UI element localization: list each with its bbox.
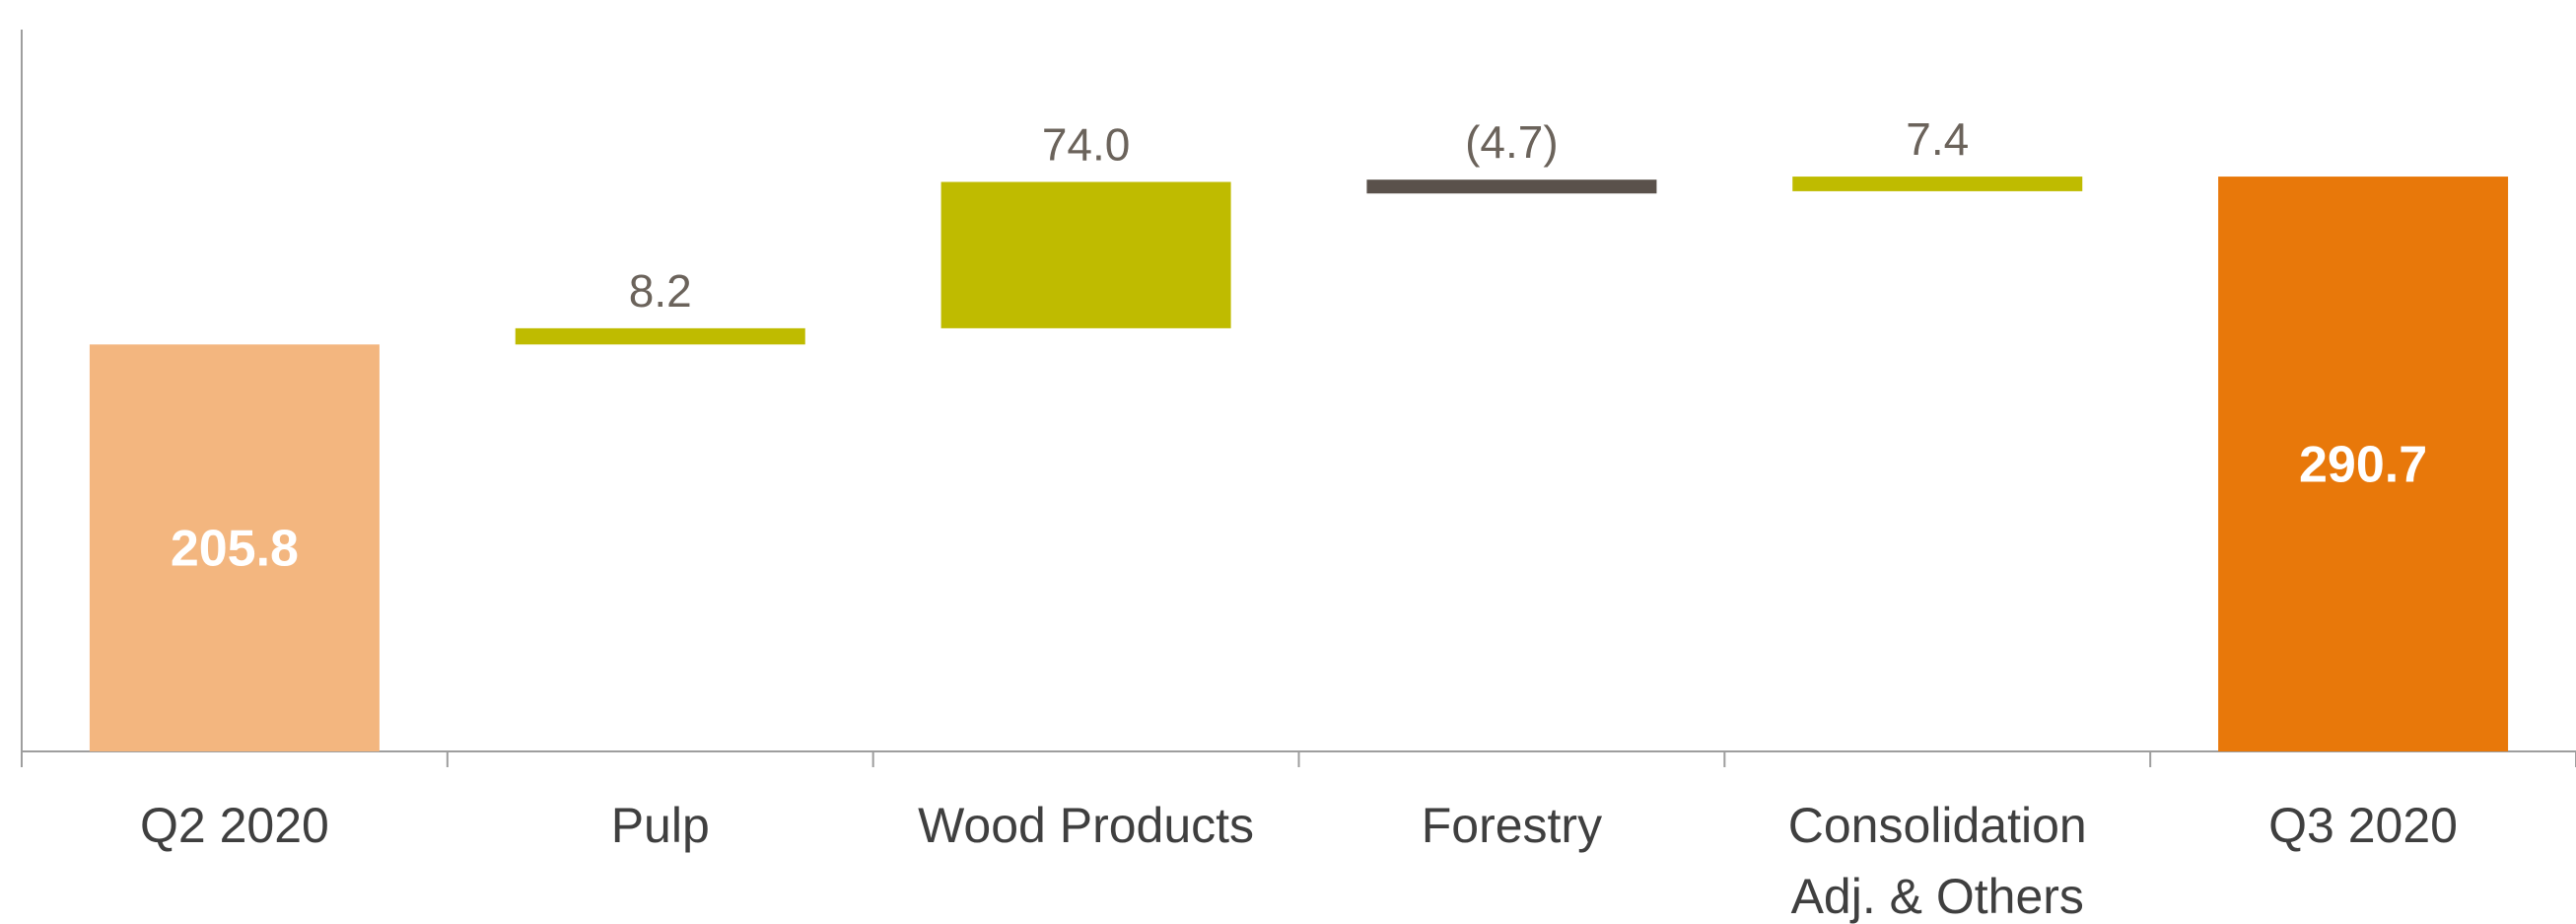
bar-4 <box>1792 177 2083 191</box>
bar-0 <box>89 344 380 751</box>
category-label-2: Wood Products <box>918 798 1254 853</box>
bar-1 <box>515 327 805 345</box>
category-label-4-line-1: Adj. & Others <box>1791 869 2084 924</box>
category-label-4-line-0: Consolidation <box>1788 798 2087 853</box>
value-label-4: 7.4 <box>1906 113 1969 165</box>
x-axis-ticks <box>21 751 2576 767</box>
category-label-5: Q3 2020 <box>2268 798 2458 853</box>
value-label-2: 74.0 <box>1042 118 1131 170</box>
bar-2 <box>940 181 1231 328</box>
value-label-0: 205.8 <box>171 521 299 578</box>
category-label-3: Forestry <box>1422 798 1602 853</box>
value-labels: 205.8 8.2 74.0 (4.7) 7.4 290.7 <box>171 113 2427 578</box>
bars <box>89 177 2509 751</box>
bar-3 <box>1366 179 1657 194</box>
category-label-1: Pulp <box>611 798 710 853</box>
bar-5 <box>2218 177 2509 751</box>
category-label-0: Q2 2020 <box>140 798 329 853</box>
value-label-1: 8.2 <box>629 265 692 317</box>
category-labels: Q2 2020 Pulp Wood Products Forestry Consolid… <box>140 798 2458 924</box>
value-label-5: 290.7 <box>2299 437 2427 494</box>
value-label-3: (4.7) <box>1465 116 1559 168</box>
